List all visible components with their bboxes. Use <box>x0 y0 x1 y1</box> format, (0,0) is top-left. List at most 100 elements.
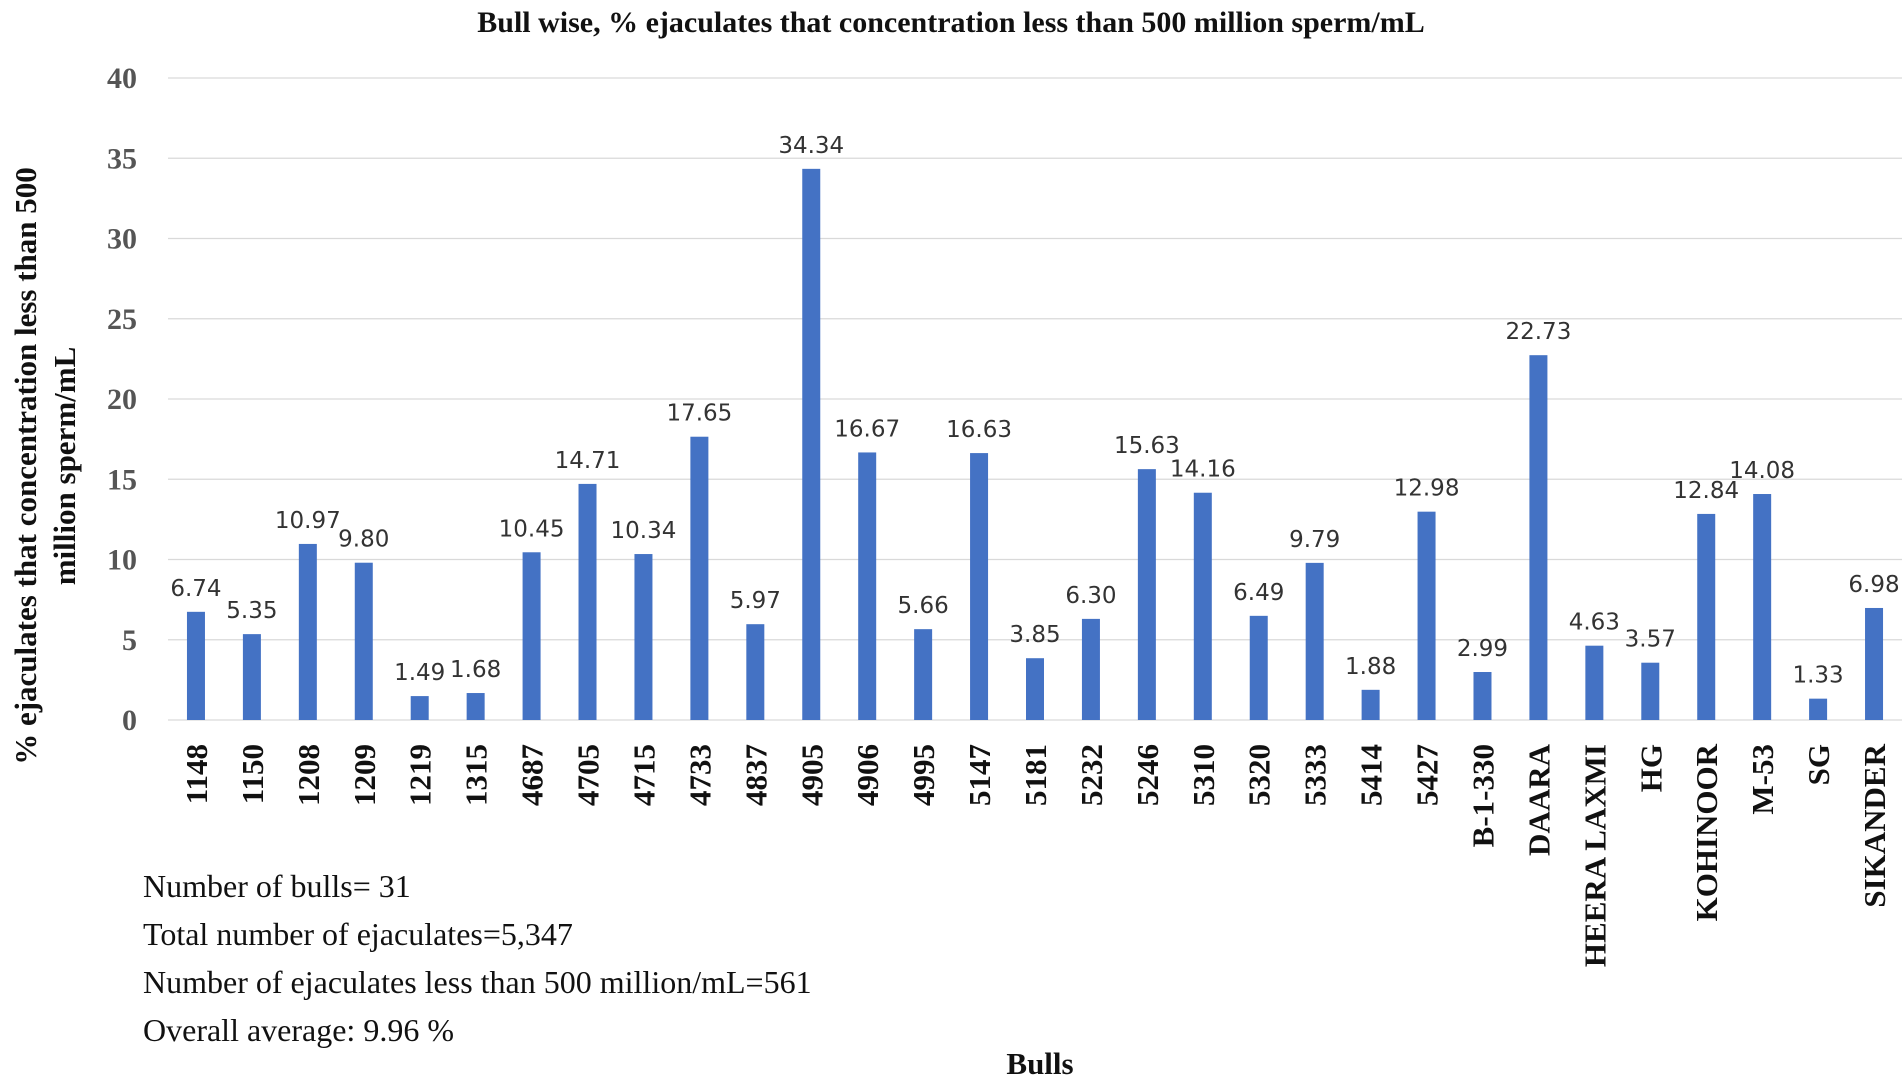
data-label-4705: 14.71 <box>555 448 621 474</box>
x-tick-HEERA LAXMI: HEERA LAXMI <box>1577 744 1612 967</box>
data-label-1219: 1.49 <box>394 660 445 686</box>
x-tick-1315: 1315 <box>459 744 494 806</box>
x-tick-5310: 5310 <box>1186 744 1221 806</box>
x-tick-5320: 5320 <box>1242 744 1277 806</box>
bar-1148 <box>186 611 205 720</box>
bar-5333 <box>1305 562 1324 720</box>
bar-1208 <box>298 543 317 720</box>
data-label-SIKANDER: 6.98 <box>1848 572 1899 598</box>
bar-4733 <box>690 436 709 720</box>
x-tick-1219: 1219 <box>403 744 438 806</box>
x-tick-4705: 4705 <box>571 744 606 806</box>
x-tick-4905: 4905 <box>794 744 829 806</box>
bar-5181 <box>1026 658 1044 720</box>
x-tick-1148: 1148 <box>179 744 214 804</box>
note-total-ejaculates: Total number of ejaculates=5,347 <box>143 916 573 952</box>
data-label-KOHINOOR: 12.84 <box>1673 478 1739 504</box>
x-tick-M-53: M-53 <box>1745 744 1780 815</box>
bar-5310 <box>1193 492 1212 720</box>
y-tick-35: 35 <box>107 142 137 175</box>
x-axis-ticks: 1148 1150 1208 1209 1219 1315 4687 4705 4715 4733… <box>179 743 1892 967</box>
y-tick-25: 25 <box>107 303 137 336</box>
bar-1315 <box>466 693 485 720</box>
note-number-of-bulls: Number of bulls= 31 <box>143 868 411 904</box>
data-label-4995: 5.66 <box>898 593 949 619</box>
y-tick-0: 0 <box>122 704 137 737</box>
bar-4705 <box>578 483 597 720</box>
bar-4715 <box>634 554 653 720</box>
x-tick-B-1-330: B-1-330 <box>1465 744 1500 847</box>
x-tick-5181: 5181 <box>1018 744 1053 806</box>
data-label-5320: 6.49 <box>1233 580 1284 606</box>
bar-5232 <box>1081 618 1100 720</box>
data-label-4906: 16.67 <box>834 416 900 442</box>
bar-DAARA <box>1529 355 1548 720</box>
note-ejaculates-below-threshold: Number of ejaculates less than 500 milli… <box>143 964 812 1000</box>
data-label-4715: 10.34 <box>611 518 677 544</box>
data-label-5147: 16.63 <box>946 417 1012 443</box>
bar-5414 <box>1361 689 1380 720</box>
bar-KOHINOOR <box>1697 513 1716 720</box>
x-tick-5427: 5427 <box>1410 744 1445 806</box>
data-label-1315: 1.68 <box>450 657 501 683</box>
bar-HG <box>1641 662 1660 720</box>
data-label-1208: 10.97 <box>275 508 341 534</box>
y-tick-5: 5 <box>122 624 137 657</box>
data-label-5181: 3.85 <box>1009 622 1060 648</box>
x-tick-4995: 4995 <box>906 744 941 806</box>
bar-SG <box>1809 698 1828 720</box>
data-label-5310: 14.16 <box>1170 457 1236 483</box>
x-tick-5147: 5147 <box>962 744 997 806</box>
y-tick-20: 20 <box>107 383 137 416</box>
bar-5427 <box>1417 511 1436 720</box>
data-label-1150: 5.35 <box>226 598 277 624</box>
bar-1219 <box>410 696 429 720</box>
bar-1150 <box>242 634 261 720</box>
data-label-1209: 9.80 <box>338 527 389 553</box>
data-label-4687: 10.45 <box>499 516 565 542</box>
x-tick-5414: 5414 <box>1354 744 1389 806</box>
x-axis-title: Bulls <box>1006 1046 1073 1081</box>
bar-B-1-330 <box>1473 672 1492 720</box>
x-tick-5333: 5333 <box>1298 744 1333 806</box>
x-tick-4687: 4687 <box>515 744 550 806</box>
bar-4995 <box>914 629 933 720</box>
y-axis-title-line1: % ejaculates that concentration less tha… <box>8 167 43 765</box>
y-tick-30: 30 <box>107 223 137 256</box>
x-tick-KOHINOOR: KOHINOOR <box>1689 743 1724 921</box>
y-tick-10: 10 <box>107 544 137 577</box>
x-tick-1208: 1208 <box>291 744 326 806</box>
bar-SIKANDER <box>1865 607 1884 720</box>
bar-1209 <box>354 562 373 720</box>
x-tick-5232: 5232 <box>1074 744 1109 806</box>
data-label-DAARA: 22.73 <box>1505 319 1571 345</box>
data-label-5333: 9.79 <box>1289 527 1340 553</box>
note-overall-average: Overall average: 9.96 % <box>143 1012 454 1048</box>
gridlines <box>168 77 1902 721</box>
data-label-5232: 6.30 <box>1065 583 1116 609</box>
bar-M-53 <box>1753 494 1772 720</box>
x-tick-4837: 4837 <box>738 744 773 806</box>
data-labels: 6.745.35 10.979.80 1.49 1.68 10.45 14.71 10.34… <box>170 133 1899 689</box>
data-label-HEERA LAXMI: 4.63 <box>1569 610 1620 636</box>
x-tick-4733: 4733 <box>682 744 717 806</box>
y-tick-15: 15 <box>107 463 137 496</box>
bar-4905 <box>802 168 821 720</box>
data-label-5414: 1.88 <box>1345 654 1396 680</box>
bar-4687 <box>522 552 541 720</box>
bar-5246 <box>1137 469 1156 720</box>
bar-5320 <box>1249 615 1268 720</box>
y-axis-ticks: 0 5 10 15 20 25 30 35 40 <box>107 62 137 737</box>
y-tick-40: 40 <box>107 62 137 95</box>
data-label-4905: 34.34 <box>778 133 844 159</box>
bar-4837 <box>746 624 765 720</box>
y-axis-title-line2: million sperm/mL <box>47 347 82 586</box>
x-tick-SIKANDER: SIKANDER <box>1857 743 1892 907</box>
chart-title: Bull wise, % ejaculates that concentrati… <box>477 6 1424 39</box>
x-tick-1150: 1150 <box>235 744 270 804</box>
x-tick-4715: 4715 <box>626 744 661 806</box>
bars <box>186 168 1884 720</box>
data-label-M-53: 14.08 <box>1729 458 1795 484</box>
bar-5147 <box>970 453 989 720</box>
